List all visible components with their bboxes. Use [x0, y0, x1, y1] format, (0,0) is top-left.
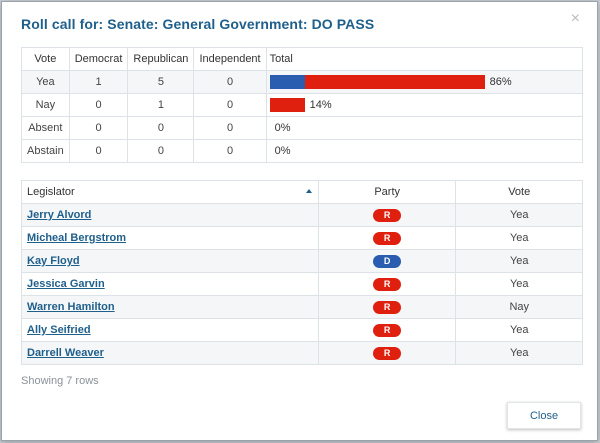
democrat-bar-segment — [269, 75, 305, 89]
total-bar-wrap: 0% — [270, 117, 579, 139]
legislator-name-link[interactable]: Jessica Garvin — [21, 272, 319, 296]
summary-independent-cell: 0 — [193, 139, 267, 163]
party-badge: R — [373, 346, 402, 360]
summary-vote-cell: Abstain — [21, 139, 70, 163]
summary-header-vote: Vote — [21, 47, 70, 71]
summary-total-cell: 86% — [265, 70, 584, 94]
total-percent: 14% — [309, 99, 332, 111]
summary-total-cell: 14% — [265, 93, 584, 117]
total-bar-wrap: 14% — [269, 94, 579, 116]
party-badge: R — [373, 208, 402, 222]
summary-vote-cell: Absent — [21, 116, 70, 140]
total-percent: 86% — [489, 76, 512, 88]
total-bar — [269, 75, 485, 89]
legislator-row: Kay Floyd D Yea — [21, 249, 583, 273]
total-percent: 0% — [274, 122, 291, 134]
summary-header-independent: Independent — [193, 47, 267, 71]
vote-summary-table: Vote Democrat Republican Independent Tot… — [21, 47, 584, 163]
party-badge: R — [373, 231, 402, 245]
summary-total-cell: 0% — [265, 139, 584, 163]
republican-bar-segment — [304, 75, 485, 89]
legislator-name-link[interactable]: Micheal Bergstrom — [21, 226, 319, 250]
summary-header-democrat: Democrat — [68, 47, 129, 71]
summary-republican-cell: 0 — [127, 116, 195, 140]
legislator-name-link[interactable]: Ally Seifried — [21, 318, 319, 342]
legislator-header-label: Legislator — [27, 186, 75, 198]
summary-header-republican: Republican — [127, 47, 195, 71]
legislator-name-link[interactable]: Kay Floyd — [21, 249, 319, 273]
summary-independent-cell: 0 — [193, 116, 267, 140]
total-bar — [269, 98, 305, 112]
legislator-row: Darrell Weaver R Yea — [21, 341, 583, 365]
total-bar-wrap: 0% — [270, 140, 579, 162]
dialog-title: Roll call for: Senate: General Governmen… — [21, 16, 375, 32]
legislator-name-link[interactable]: Darrell Weaver — [21, 341, 319, 365]
sort-ascending-icon[interactable] — [305, 189, 312, 193]
summary-header-row: Vote Democrat Republican Independent Tot… — [21, 47, 584, 71]
legislator-row: Warren Hamilton R Nay — [21, 295, 583, 319]
vote-cell: Yea — [455, 272, 583, 296]
party-badge: R — [373, 323, 402, 337]
party-badge: R — [373, 300, 402, 314]
summary-row: Absent 0 0 0 0% — [21, 116, 584, 140]
vote-cell: Yea — [455, 318, 583, 342]
summary-row: Nay 0 1 0 14% — [21, 93, 584, 117]
vote-cell: Nay — [455, 295, 583, 319]
summary-total-cell: 0% — [265, 116, 584, 140]
legislator-row: Micheal Bergstrom R Yea — [21, 226, 583, 250]
vote-cell: Yea — [455, 226, 583, 250]
summary-republican-cell: 0 — [127, 139, 195, 163]
legislator-header-row: Legislator Party Vote — [21, 180, 583, 204]
party-cell: R — [317, 203, 456, 227]
summary-independent-cell: 0 — [193, 93, 267, 117]
party-cell: R — [317, 226, 456, 250]
close-button[interactable]: Close — [507, 402, 581, 429]
legislator-row: Jerry Alvord R Yea — [21, 203, 583, 227]
summary-democrat-cell: 0 — [68, 116, 129, 140]
republican-bar-segment — [269, 98, 305, 112]
row-count-text: Showing 7 rows — [21, 375, 99, 387]
legislator-row: Jessica Garvin R Yea — [21, 272, 583, 296]
summary-row: Abstain 0 0 0 0% — [21, 139, 584, 163]
vote-cell: Yea — [455, 249, 583, 273]
summary-republican-cell: 1 — [127, 93, 195, 117]
party-column-header[interactable]: Party — [317, 180, 457, 204]
summary-democrat-cell: 0 — [68, 93, 129, 117]
summary-row: Yea 1 5 0 86% — [21, 70, 584, 94]
legislator-table: Legislator Party Vote Jerry Alvord R Yea Mi… — [21, 180, 583, 365]
close-icon[interactable]: × — [570, 10, 580, 27]
party-cell: R — [317, 341, 456, 365]
total-bar-wrap: 86% — [269, 71, 579, 93]
summary-vote-cell: Yea — [21, 70, 70, 94]
summary-republican-cell: 5 — [127, 70, 195, 94]
summary-header-total: Total — [265, 47, 584, 71]
legislator-column-header[interactable]: Legislator — [21, 180, 319, 204]
summary-democrat-cell: 1 — [68, 70, 129, 94]
vote-cell: Yea — [455, 341, 583, 365]
summary-vote-cell: Nay — [21, 93, 70, 117]
party-cell: R — [317, 272, 456, 296]
vote-column-header[interactable]: Vote — [455, 180, 583, 204]
total-percent: 0% — [274, 145, 291, 157]
summary-independent-cell: 0 — [193, 70, 267, 94]
party-badge: R — [373, 277, 402, 291]
summary-democrat-cell: 0 — [68, 139, 129, 163]
party-cell: D — [317, 249, 456, 273]
vote-cell: Yea — [455, 203, 583, 227]
party-cell: R — [317, 295, 456, 319]
legislator-name-link[interactable]: Warren Hamilton — [21, 295, 319, 319]
party-cell: R — [317, 318, 456, 342]
legislator-row: Ally Seifried R Yea — [21, 318, 583, 342]
legislator-name-link[interactable]: Jerry Alvord — [21, 203, 319, 227]
party-badge: D — [373, 254, 402, 268]
